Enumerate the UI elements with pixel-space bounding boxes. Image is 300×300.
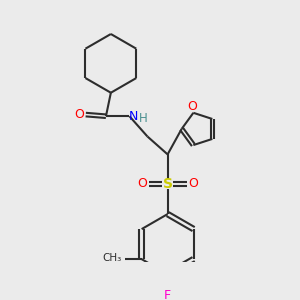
Text: O: O xyxy=(137,177,147,190)
Text: O: O xyxy=(188,177,198,190)
Text: H: H xyxy=(139,112,148,125)
Text: S: S xyxy=(163,177,172,191)
Text: F: F xyxy=(164,290,171,300)
Text: O: O xyxy=(187,100,197,113)
Text: O: O xyxy=(74,108,84,121)
Text: N: N xyxy=(129,110,138,123)
Text: CH₃: CH₃ xyxy=(103,253,122,263)
